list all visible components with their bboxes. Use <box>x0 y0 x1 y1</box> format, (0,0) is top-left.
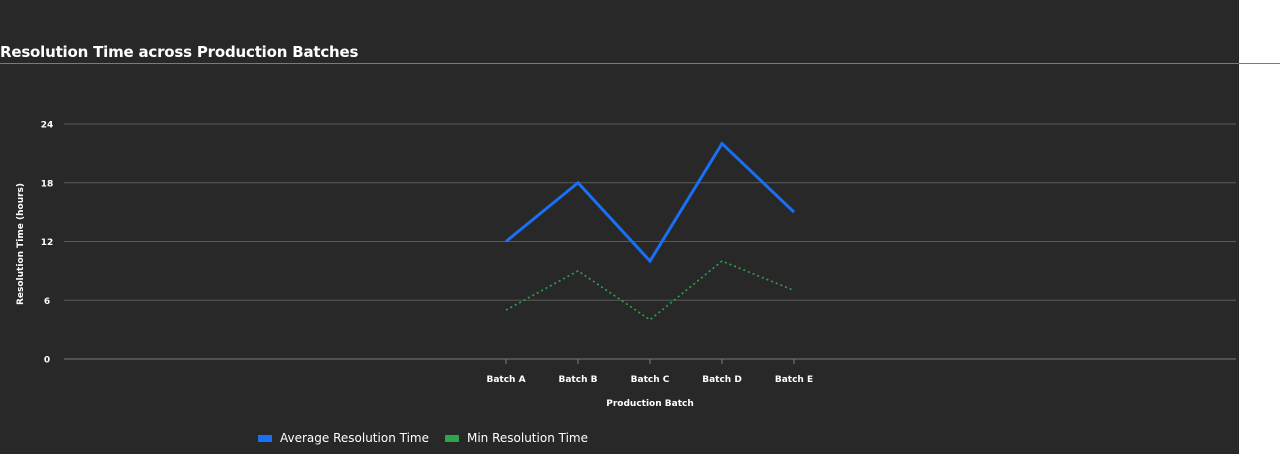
x-tick-label-1: Batch B <box>559 375 598 385</box>
legend: Average Resolution Time Min Resolution T… <box>258 431 604 445</box>
x-axis-label: Production Batch <box>606 399 694 409</box>
x-tick-label-2: Batch C <box>631 375 670 385</box>
chart-title: Resolution Time across Production Batche… <box>0 43 359 61</box>
x-tick-label-3: Batch D <box>702 375 742 385</box>
series-line-1[interactable] <box>505 260 795 321</box>
y-axis-ticks: 0 6 12 18 24 <box>41 121 54 366</box>
series-line-0[interactable] <box>505 141 796 264</box>
legend-item-average[interactable]: Average Resolution Time <box>258 431 429 445</box>
legend-swatch-average <box>258 434 272 442</box>
legend-item-min[interactable]: Min Resolution Time <box>444 431 588 445</box>
y-axis-label: Resolution Time (hours) <box>16 183 26 305</box>
x-tick-label-0: Batch A <box>486 375 525 385</box>
x-axis-ticks: Batch A Batch B Batch C Batch D Batch E <box>486 359 813 385</box>
gridlines <box>64 123 1236 360</box>
legend-label-average: Average Resolution Time <box>280 431 429 445</box>
y-tick-label-6: 6 <box>44 297 50 307</box>
legend-swatch-min <box>444 434 459 442</box>
y-tick-label-24: 24 <box>41 121 54 131</box>
y-tick-label-18: 18 <box>41 179 54 189</box>
series-layer <box>505 141 796 321</box>
legend-label-min: Min Resolution Time <box>466 431 588 445</box>
y-tick-label-12: 12 <box>41 238 54 248</box>
title-divider <box>0 63 1280 64</box>
x-tick-label-4: Batch E <box>775 375 813 385</box>
y-tick-label-0: 0 <box>44 356 50 366</box>
